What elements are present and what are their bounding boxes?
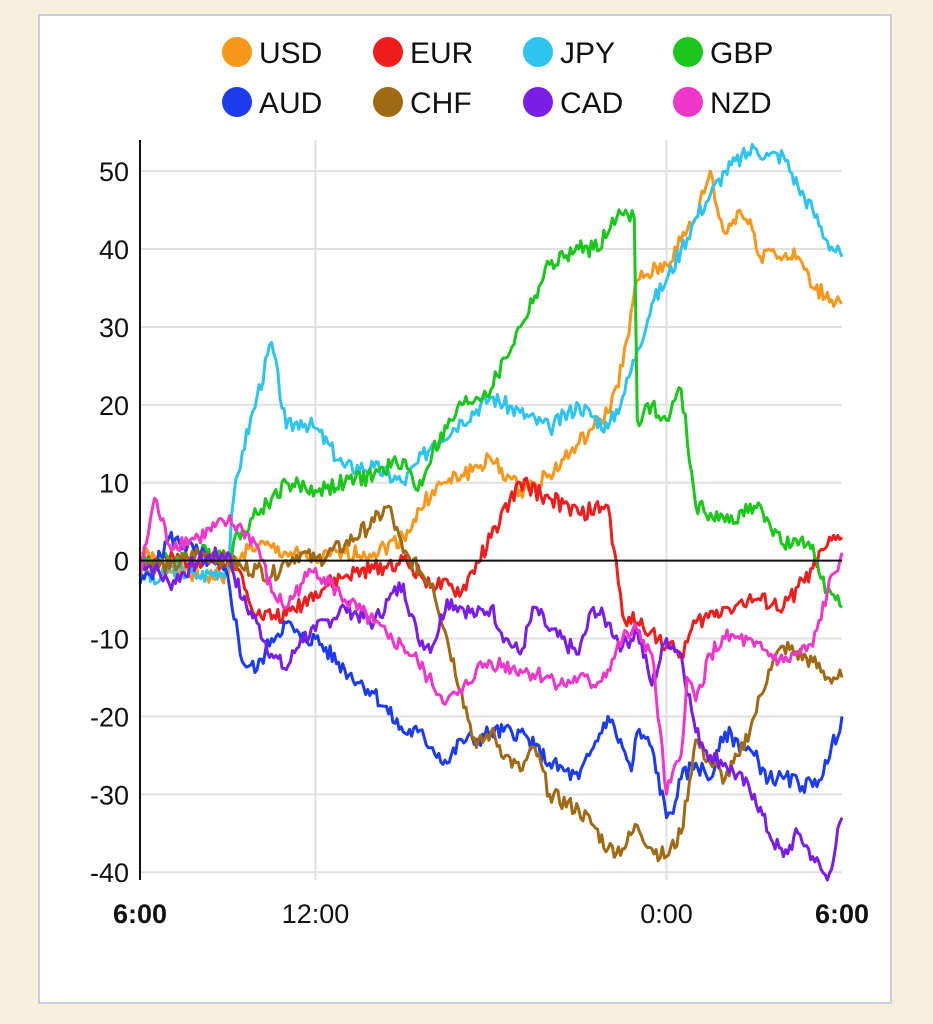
- legend-swatch: [373, 37, 403, 67]
- series-line-cad: [139, 546, 844, 882]
- legend-item-gbp: GBP: [673, 37, 773, 70]
- legend-label: CHF: [410, 87, 472, 120]
- grid-lines: [140, 140, 842, 880]
- legend-swatch: [523, 37, 553, 67]
- x-tick-label: 6:00: [815, 899, 869, 929]
- series-line-nzd: [138, 496, 844, 796]
- legend-swatch: [373, 87, 403, 117]
- y-tick-label: 20: [99, 391, 129, 421]
- axes: [139, 140, 842, 880]
- legend-swatch: [673, 87, 703, 117]
- legend-swatch: [523, 87, 553, 117]
- y-tick-label: 40: [99, 235, 129, 265]
- legend-swatch: [222, 87, 252, 117]
- legend-item-jpy: JPY: [523, 37, 615, 70]
- series-line-eur: [138, 476, 844, 659]
- y-tick-label: 10: [99, 469, 129, 499]
- y-axis-ticks: 50 40 30 20 10 0 -10 -20 -30 -40: [90, 157, 129, 888]
- legend-label: GBP: [710, 37, 773, 70]
- legend-label: NZD: [710, 87, 772, 120]
- y-tick-label: -10: [90, 625, 129, 655]
- legend-item-cad: CAD: [523, 87, 623, 120]
- legend-item-nzd: NZD: [673, 87, 772, 120]
- series-line-jpy: [138, 142, 844, 586]
- series-line-chf: [138, 504, 844, 863]
- legend-label: JPY: [560, 37, 615, 70]
- y-tick-label: 50: [99, 157, 129, 187]
- legend-item-eur: EUR: [373, 37, 473, 70]
- y-tick-label: -20: [90, 702, 129, 732]
- legend-item-chf: CHF: [373, 87, 472, 120]
- legend-label: AUD: [259, 87, 322, 120]
- series-lines: [138, 142, 844, 882]
- legend-item-aud: AUD: [222, 87, 322, 120]
- x-tick-label: 12:00: [282, 899, 350, 929]
- x-tick-label: 0:00: [640, 899, 693, 929]
- legend: USD EUR JPY GBP AUD CHF CAD NZD: [222, 37, 773, 120]
- legend-item-usd: USD: [222, 37, 322, 70]
- legend-label: CAD: [560, 87, 623, 120]
- y-tick-label: 30: [99, 313, 129, 343]
- x-axis-ticks: 6:00 12:00 0:00 6:00: [113, 899, 869, 929]
- y-tick-label: -40: [90, 858, 129, 888]
- legend-swatch: [222, 37, 252, 67]
- series-line-gbp: [138, 208, 843, 609]
- legend-label: EUR: [410, 37, 473, 70]
- legend-swatch: [673, 37, 703, 67]
- legend-label: USD: [259, 37, 322, 70]
- y-tick-label: -30: [90, 780, 129, 810]
- x-tick-label: 6:00: [113, 899, 167, 929]
- y-tick-label: 0: [114, 547, 129, 577]
